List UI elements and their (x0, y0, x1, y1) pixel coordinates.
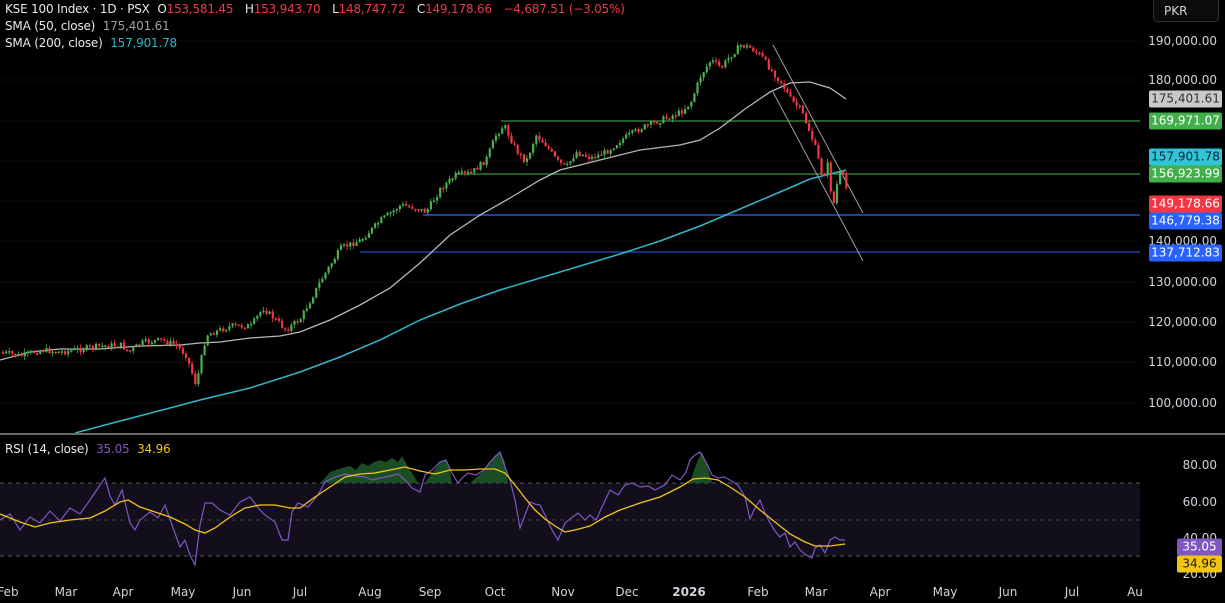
high-value: 153,943.70 (253, 2, 321, 16)
time-axis-label: Au (1127, 585, 1143, 599)
time-axis-label: Feb (747, 585, 769, 599)
sma200-label[interactable]: SMA (200, close) (5, 36, 103, 50)
sma50-legend[interactable]: SMA (50, close) 175,401.61 (5, 18, 174, 35)
sma200-line (74, 169, 847, 434)
sma200-price-tag: 157,901.78 (1149, 148, 1222, 166)
support-blue-2-price-tag: 137,712.83 (1149, 244, 1222, 262)
support-line-price-tag: 156,923.99 (1149, 165, 1222, 183)
horizontal-levels[interactable] (360, 120, 1140, 253)
low-label: L (332, 2, 339, 16)
time-axis-label: Jun (998, 585, 1018, 599)
time-axis-label: May (170, 585, 196, 599)
close-value: 149,178.66 (425, 2, 492, 16)
open-label: O (157, 2, 167, 16)
time-axis-label: Dec (615, 585, 639, 599)
price-axis-label: 190,000.00 (1148, 34, 1217, 48)
open-value: 153,581.45 (166, 2, 234, 16)
low-value: 148,747.72 (338, 2, 406, 16)
sma200-legend[interactable]: SMA (200, close) 157,901.78 (5, 35, 181, 52)
price-grid (0, 40, 1140, 404)
rsi-overbought-fill (320, 452, 712, 483)
price-axis-label: 100,000.00 (1148, 396, 1217, 410)
rsi-pane (0, 450, 1140, 568)
rsi-legend[interactable]: RSI (14, close) 35.05 34.96 (5, 441, 174, 458)
time-axis-label: 2026 (672, 585, 706, 599)
time-axis-label: Apr (869, 585, 891, 599)
high-label: H (244, 2, 254, 16)
resistance-line-price-tag: 169,971.07 (1149, 112, 1222, 130)
time-axis-label: Oct (484, 585, 506, 599)
sma200-value: 157,901.78 (110, 36, 177, 50)
time-axis-label: Mar (54, 585, 78, 599)
rsi-value-tag: 35.05 (1177, 538, 1222, 556)
time-axis-label: Jul (1064, 585, 1080, 599)
support-blue-1-price-tag: 146,779.38 (1149, 212, 1222, 230)
rsi-label[interactable]: RSI (14, close) (5, 442, 89, 456)
time-axis-label: Apr (112, 585, 134, 599)
time-axis-label: Jun (232, 585, 252, 599)
rsi-value: 35.05 (96, 442, 130, 456)
rsi-ma-value: 34.96 (137, 442, 171, 456)
last-price-tag: 149,178.66 (1149, 195, 1222, 213)
channel-upper-line[interactable] (772, 44, 864, 214)
price-candles (2, 42, 848, 387)
sma50-price-tag: 175,401.61 (1149, 90, 1222, 108)
price-axis-label: 120,000.00 (1148, 315, 1217, 329)
time-axis-label: Mar (804, 585, 828, 599)
rsi-ma-value-tag: 34.96 (1177, 555, 1222, 573)
time-axis-label: Jul (292, 585, 308, 599)
time-axis-label: May (932, 585, 958, 599)
rsi-axis-label: 60.00 (1182, 495, 1217, 509)
rsi-axis-label: 80.00 (1182, 458, 1217, 472)
price-axis-label: 130,000.00 (1148, 275, 1217, 289)
rsi-line (0, 450, 845, 568)
symbol-legend[interactable]: KSE 100 Index · 1D · PSX O153,581.45 H15… (5, 1, 629, 18)
time-axis-label: Aug (358, 585, 382, 599)
time-axis-label: Nov (551, 585, 575, 599)
sma50-label[interactable]: SMA (50, close) (5, 19, 96, 33)
symbol-title[interactable]: KSE 100 Index · 1D · PSX (5, 2, 150, 16)
close-label: C (416, 2, 426, 16)
currency-button[interactable]: PKR (1153, 0, 1219, 22)
time-axis-label: Sep (418, 585, 442, 599)
rsi-ma-line (0, 466, 846, 547)
price-axis-label: 180,000.00 (1148, 73, 1217, 87)
change-value: −4,687.51 (−3.05%) (503, 2, 625, 16)
price-axis-label: 110,000.00 (1148, 355, 1217, 369)
sma50-value: 175,401.61 (102, 19, 170, 33)
time-axis-label: Feb (0, 585, 19, 599)
